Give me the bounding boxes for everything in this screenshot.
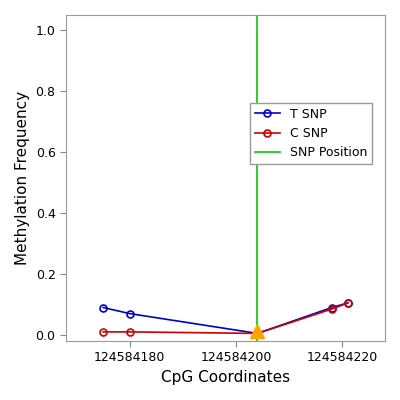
X-axis label: CpG Coordinates: CpG Coordinates: [161, 370, 290, 385]
T SNP: [101, 305, 106, 310]
C SNP: [345, 300, 350, 305]
Y-axis label: Methylation Frequency: Methylation Frequency: [15, 91, 30, 265]
T SNP: [127, 311, 132, 316]
C SNP: [255, 331, 260, 336]
C SNP: [101, 330, 106, 334]
T SNP: [345, 300, 350, 305]
Legend: T SNP, C SNP, SNP Position: T SNP, C SNP, SNP Position: [250, 103, 372, 164]
T SNP: [330, 305, 334, 310]
Line: T SNP: T SNP: [100, 300, 351, 337]
Line: C SNP: C SNP: [100, 300, 351, 337]
C SNP: [127, 330, 132, 334]
C SNP: [330, 307, 334, 312]
T SNP: [255, 331, 260, 336]
